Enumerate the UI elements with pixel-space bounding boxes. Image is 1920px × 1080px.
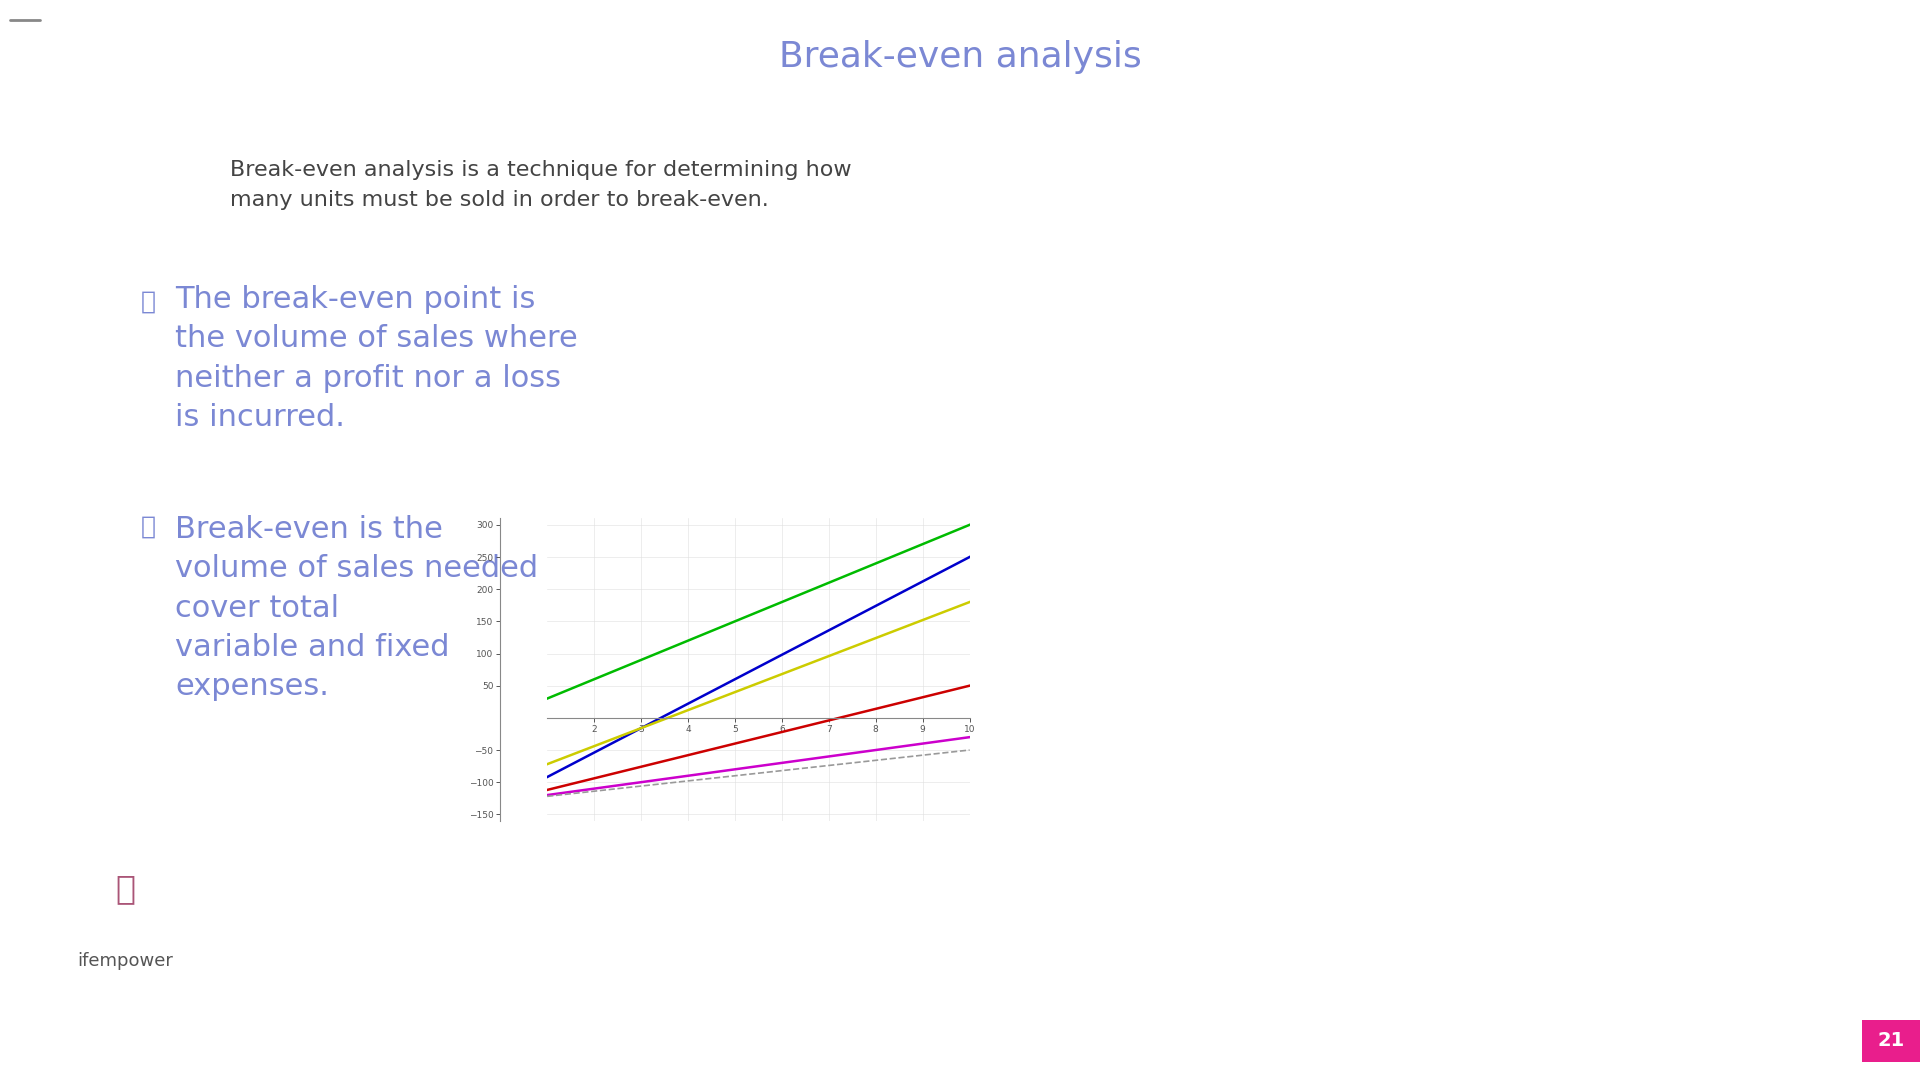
Text: 21: 21 <box>1878 1031 1905 1051</box>
Text: ifempower: ifempower <box>77 951 173 970</box>
Text: Break-even analysis: Break-even analysis <box>780 40 1140 75</box>
Text: Break-even is the
volume of sales needed to
cover total
variable and fixed
expen: Break-even is the volume of sales needed… <box>175 515 578 701</box>
Text: 🕯: 🕯 <box>140 291 156 314</box>
Text: 🪷: 🪷 <box>115 872 134 905</box>
FancyBboxPatch shape <box>1862 1020 1920 1062</box>
Text: Break-even analysis is a technique for determining how
many units must be sold i: Break-even analysis is a technique for d… <box>230 160 852 210</box>
Text: 📖: 📖 <box>140 515 156 539</box>
Text: The break-even point is
the volume of sales where
neither a profit nor a loss
is: The break-even point is the volume of sa… <box>175 285 578 432</box>
